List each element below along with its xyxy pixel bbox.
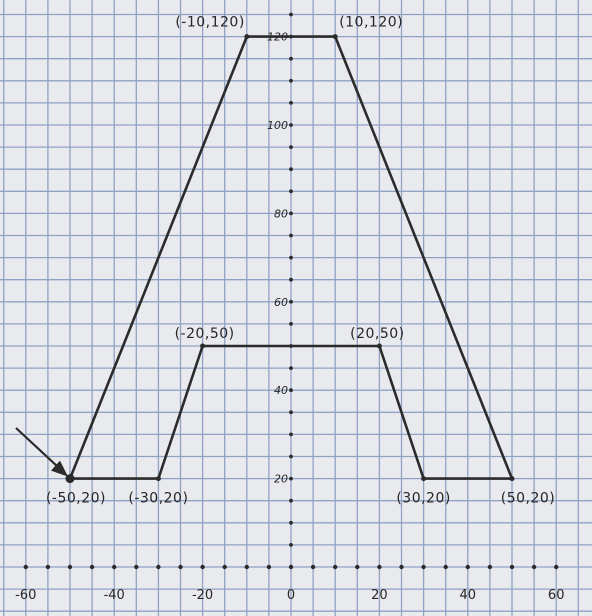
x-tick-label: -20 (192, 588, 213, 603)
x-axis-dot (421, 564, 426, 570)
y-axis-dot (289, 565, 293, 569)
x-axis-dot (45, 564, 51, 570)
x-axis-dot (89, 564, 95, 570)
point-label: (20,50) (350, 326, 405, 342)
x-tick-label: 20 (371, 588, 388, 603)
arrow-head (51, 460, 68, 477)
x-tick-label: 0 (287, 588, 295, 603)
vertex-point (509, 476, 515, 482)
x-tick-label: -60 (15, 588, 36, 603)
point-label: (30,20) (396, 491, 451, 507)
x-axis-dot (266, 564, 272, 570)
tick-labels: -60 -40 -20 0 20 40 60 20 40 60 80 100 120 (15, 31, 564, 603)
x-axis-dot (509, 564, 515, 570)
x-axis-dot (531, 564, 537, 570)
vertex-point (376, 343, 382, 349)
point-label: (-20,50) (175, 326, 235, 342)
x-tick-label: 40 (460, 588, 477, 603)
point-labels: (-50,20) (-30,20) (-20,50) (20,50) (30,20) (5… (46, 15, 555, 507)
vertex-point (244, 34, 250, 40)
y-axis-dot (289, 145, 293, 150)
x-axis-dot (399, 564, 404, 570)
y-tick-label: 100 (267, 119, 288, 132)
y-axis-dot (289, 233, 293, 238)
x-axis-dot (443, 564, 448, 570)
y-axis-dot (289, 211, 293, 216)
vertex-point (421, 476, 427, 482)
y-axis-dot (289, 12, 293, 17)
x-axis-dot (554, 564, 559, 570)
x-axis-dot (134, 564, 139, 570)
y-axis-dot (289, 322, 293, 326)
y-axis-dot (289, 366, 293, 370)
x-axis-dot (178, 564, 183, 570)
y-axis-dot (289, 167, 293, 172)
vertex-point (200, 343, 206, 349)
y-tick-label: 120 (267, 31, 288, 44)
y-axis-dot (289, 543, 293, 547)
y-axis-dot (289, 476, 293, 481)
x-axis-dot (67, 564, 73, 570)
y-axis-dot (289, 101, 293, 105)
x-tick-label: 60 (548, 588, 565, 603)
y-tick-label: 20 (274, 473, 288, 486)
y-axis-dot (289, 388, 293, 393)
point-label: (-30,20) (128, 491, 188, 507)
y-axis-dot (289, 56, 293, 61)
x-tick-label: -40 (104, 588, 125, 603)
y-axis-dot (289, 299, 293, 304)
point-label: (-10,120) (175, 15, 244, 31)
y-axis-dot (289, 277, 293, 282)
vertex-point (155, 476, 161, 482)
point-label: (50,20) (501, 491, 556, 507)
y-axis-dot (289, 432, 293, 437)
y-tick-label: 60 (274, 296, 288, 309)
x-axis-dot (156, 564, 161, 570)
y-tick-label: 40 (274, 384, 288, 397)
y-axis-dot (289, 78, 293, 83)
y-tick-label: 80 (274, 207, 288, 220)
y-axis-dot (289, 498, 293, 503)
y-axis-dot (289, 123, 293, 127)
x-axis-dot (333, 564, 338, 570)
y-axis-dot (289, 189, 293, 194)
point-label: (10,120) (339, 15, 403, 31)
x-axis-dot (377, 564, 382, 570)
y-axis-dot (289, 520, 293, 525)
x-axis-dot (222, 564, 227, 570)
x-axis-dot (23, 564, 28, 570)
vertex-point (332, 34, 338, 40)
point-label: (-50,20) (46, 491, 106, 507)
x-axis-dot (244, 564, 249, 570)
letter-a-shape (65, 34, 515, 484)
x-axis-dot (200, 564, 205, 570)
x-axis-dot (310, 564, 316, 570)
y-axis-dot (289, 454, 293, 459)
y-axis-dot (289, 410, 293, 415)
x-axis-dot (465, 564, 470, 570)
arrow-pointer (15, 427, 68, 477)
x-axis-dot (112, 564, 117, 570)
y-axis-dot (289, 255, 293, 260)
x-axis-dot (355, 564, 360, 570)
x-axis-dot (487, 564, 493, 570)
